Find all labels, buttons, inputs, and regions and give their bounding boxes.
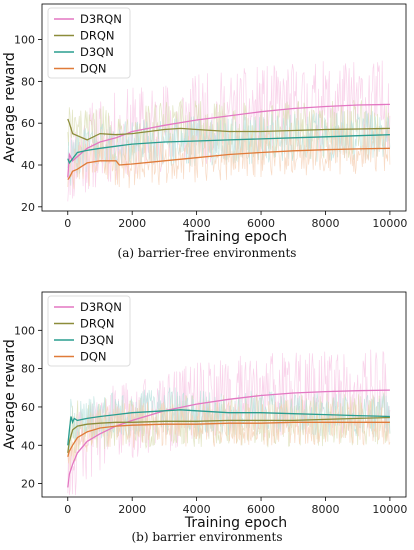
x-tick-label: 0 [64, 217, 71, 230]
x-tick-label: 6000 [247, 503, 275, 516]
series-line-d3rqn [67, 389, 390, 488]
y-tick-label: 40 [21, 159, 35, 172]
x-tick-label: 0 [64, 503, 71, 516]
chart-barrier-free: 0 2000 4000 6000 8000 10000 20 40 60 80 100 Trainin… [2, 3, 407, 245]
y-axis-label: Average reward [2, 339, 18, 449]
legend-label-d3rqn: D3RQN [80, 300, 122, 314]
plot-frame [41, 291, 407, 498]
chart-barrier: 0 2000 4000 6000 8000 10000 20 40 60 80 100 Trainin… [2, 291, 407, 531]
x-tick-label: 6000 [247, 217, 275, 230]
legend: D3RQN DRQN D3QN DQN [47, 7, 131, 79]
legend-label-drqn: DRQN [80, 29, 115, 43]
x-tick-label: 8000 [311, 503, 339, 516]
plot-frame [41, 3, 407, 212]
legend-box [47, 295, 131, 367]
x-axis-label: Training epoch [184, 229, 287, 245]
series-line-d3qn [67, 409, 390, 446]
legend-label-d3qn: D3QN [80, 333, 114, 347]
y-tick-label: 80 [21, 75, 35, 88]
series-line-drqn [67, 416, 390, 453]
x-tick-label: 10000 [372, 503, 407, 516]
caption-barrier: (b) barrier environments [131, 530, 283, 544]
y-tick-label: 100 [14, 34, 35, 47]
y-tick-label: 60 [21, 117, 35, 130]
legend-label-d3rqn: D3RQN [80, 12, 122, 26]
x-tick-label: 2000 [118, 503, 146, 516]
legend-label-dqn: DQN [80, 62, 107, 76]
noise-band-d3qn [67, 110, 391, 186]
x-tick-label: 2000 [118, 217, 146, 230]
y-tick-label: 100 [14, 324, 35, 337]
y-tick-label: 60 [21, 401, 35, 414]
legend-label-d3qn: D3QN [80, 45, 114, 59]
x-tick-label: 4000 [183, 503, 211, 516]
x-axis-label: Training epoch [184, 515, 287, 531]
series-line-d3rqn [67, 103, 390, 178]
legend-label-drqn: DRQN [80, 317, 115, 331]
y-tick-label: 80 [21, 363, 35, 376]
x-tick-label: 4000 [183, 217, 211, 230]
legend-label-dqn: DQN [80, 350, 107, 364]
y-axis-label: Average reward [2, 52, 18, 162]
series-line-dqn [67, 421, 390, 457]
noise-band-d3qn [67, 387, 391, 451]
legend-box [47, 7, 131, 79]
series-line-dqn [67, 147, 390, 180]
series-line-drqn [67, 118, 390, 141]
y-tick-label: 40 [21, 439, 35, 452]
series-line-d3qn [67, 134, 390, 165]
x-tick-label: 8000 [311, 217, 339, 230]
x-tick-label: 10000 [372, 217, 407, 230]
y-tick-label: 20 [21, 478, 35, 491]
noise-band-dqn [67, 124, 391, 189]
legend: D3RQN DRQN D3QN DQN [47, 295, 131, 367]
y-tick-label: 20 [21, 201, 35, 214]
caption-barrier-free: (a) barrier-free environments [117, 246, 297, 260]
